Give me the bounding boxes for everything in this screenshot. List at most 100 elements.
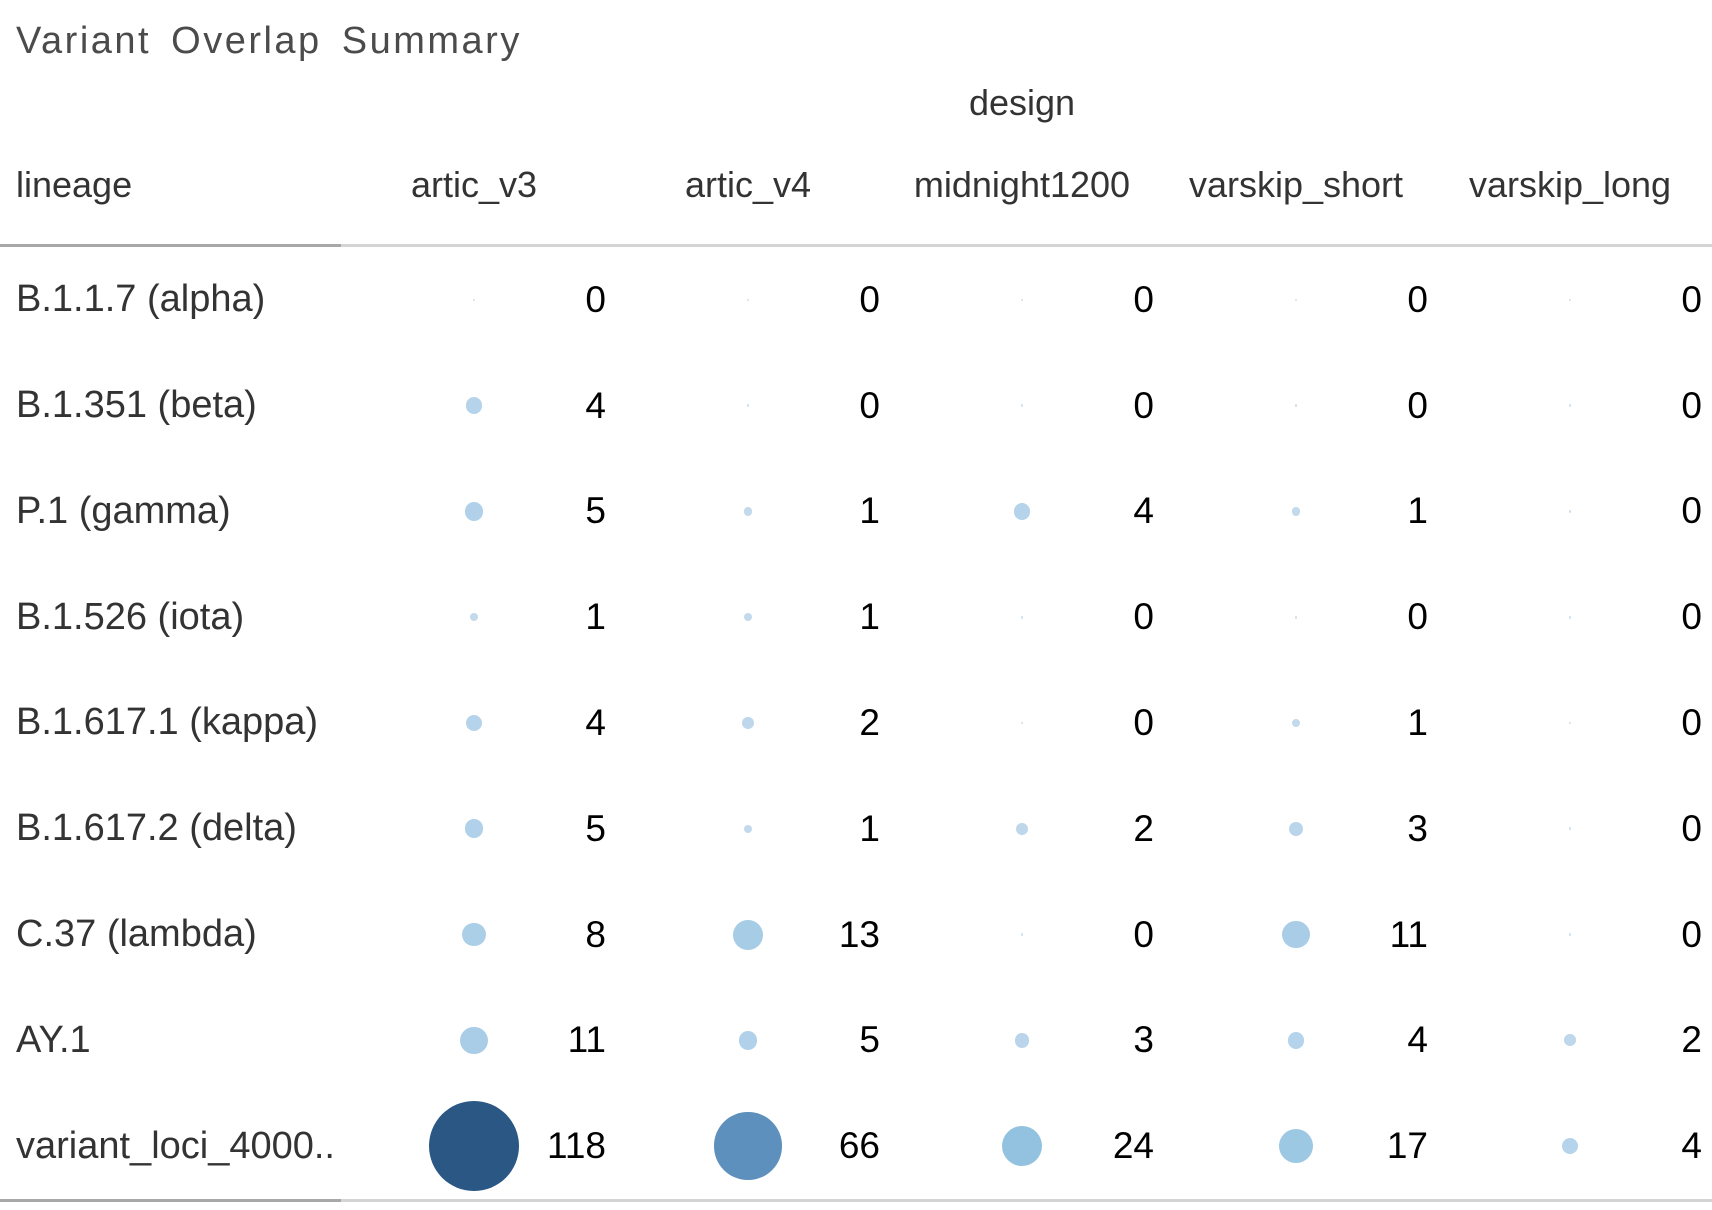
bubble-mark[interactable] xyxy=(746,404,750,407)
bubble-mark[interactable] xyxy=(464,819,484,839)
bubble-mark[interactable] xyxy=(462,922,486,947)
value-label: 4 xyxy=(1681,1125,1702,1167)
bubble-mark[interactable] xyxy=(465,397,483,414)
bubble-mark[interactable] xyxy=(1568,933,1572,936)
bubble-mark[interactable] xyxy=(1568,404,1572,407)
bubble-mark[interactable] xyxy=(1568,827,1572,831)
table-row: B.1.617.1 (kappa) 4 2 0 1 0 xyxy=(0,670,1712,776)
bubble-mark[interactable] xyxy=(738,1031,758,1050)
value-label: 0 xyxy=(1407,384,1428,426)
value-label: 0 xyxy=(1133,384,1154,426)
bubble-mark[interactable] xyxy=(1013,503,1031,520)
bubble-mark[interactable] xyxy=(1568,615,1572,619)
bubble-mark[interactable] xyxy=(1282,920,1310,949)
value-label: 0 xyxy=(1681,913,1702,955)
bubble-mark[interactable] xyxy=(1278,1128,1314,1164)
value-label: 2 xyxy=(1681,1019,1702,1061)
value-label: 0 xyxy=(1681,701,1702,743)
bubble-mark[interactable] xyxy=(472,298,476,302)
column-header-midnight1200[interactable]: midnight1200 xyxy=(913,164,1131,205)
bubble-mark[interactable] xyxy=(743,507,753,516)
row-header-label: lineage xyxy=(16,164,133,205)
bubble-mark[interactable] xyxy=(1020,298,1024,302)
value-label: 4 xyxy=(585,384,606,426)
bubble-mark[interactable] xyxy=(733,919,763,950)
value-label: 3 xyxy=(1133,1019,1154,1061)
bottom-divider-right xyxy=(341,1199,1712,1202)
bubble-mark[interactable] xyxy=(428,1101,520,1192)
value-label: 0 xyxy=(1133,596,1154,638)
bubble-mark[interactable] xyxy=(714,1112,782,1180)
row-label[interactable]: variant_loci_4000.. xyxy=(16,1124,335,1167)
bubble-mark[interactable] xyxy=(1016,822,1028,835)
value-label: 1 xyxy=(859,807,880,849)
bubble-mark[interactable] xyxy=(1294,615,1298,619)
table-row: B.1.351 (beta) 4 0 0 0 0 xyxy=(0,353,1712,459)
value-label: 0 xyxy=(1133,913,1154,955)
value-label: 0 xyxy=(1407,596,1428,638)
column-header-artic_v3[interactable]: artic_v3 xyxy=(410,164,538,205)
bubble-mark[interactable] xyxy=(743,824,753,833)
row-label[interactable]: B.1.351 (beta) xyxy=(16,384,257,427)
value-label: 66 xyxy=(838,1125,880,1167)
column-header-varskip_long[interactable]: varskip_long xyxy=(1468,164,1672,205)
bubble-mark[interactable] xyxy=(746,298,750,302)
value-label: 118 xyxy=(547,1125,606,1167)
value-label: 1 xyxy=(585,596,606,638)
value-label: 0 xyxy=(1133,278,1154,320)
value-label: 1 xyxy=(859,596,880,638)
bubble-mark[interactable] xyxy=(1020,404,1024,407)
bubble-mark[interactable] xyxy=(1568,298,1572,302)
value-label: 0 xyxy=(1133,701,1154,743)
value-label: 24 xyxy=(1112,1125,1154,1167)
row-label[interactable]: B.1.526 (iota) xyxy=(16,595,245,638)
table-row: B.1.526 (iota) 1 1 0 0 0 xyxy=(0,564,1712,670)
row-label[interactable]: B.1.617.1 (kappa) xyxy=(16,701,319,744)
row-label[interactable]: P.1 (gamma) xyxy=(16,489,231,532)
table-row: AY.1 11 5 3 4 2 xyxy=(0,987,1712,1093)
value-label: 0 xyxy=(585,278,606,320)
bubble-mark[interactable] xyxy=(1001,1125,1043,1167)
bubble-mark[interactable] xyxy=(1291,507,1301,516)
bubble-mark[interactable] xyxy=(1561,1137,1579,1155)
header-divider-left xyxy=(0,244,341,247)
bubble-mark[interactable] xyxy=(460,1026,488,1055)
value-label: 5 xyxy=(585,490,606,532)
bubble-mark[interactable] xyxy=(1568,510,1572,513)
value-label: 1 xyxy=(859,490,880,532)
bubble-mark[interactable] xyxy=(1288,821,1304,836)
row-label[interactable]: B.1.617.2 (delta) xyxy=(16,807,297,850)
value-label: 11 xyxy=(1389,913,1428,955)
bubble-mark[interactable] xyxy=(1568,721,1572,725)
bubble-mark[interactable] xyxy=(1287,1032,1305,1049)
bubble-mark[interactable] xyxy=(1294,298,1298,302)
column-group-label: design xyxy=(968,82,1076,123)
table-row: C.37 (lambda) 8 13 0 11 0 xyxy=(0,882,1712,988)
bubble-mark[interactable] xyxy=(1014,1033,1030,1048)
value-label: 0 xyxy=(1681,384,1702,426)
value-label: 11 xyxy=(567,1019,606,1061)
bubble-mark[interactable] xyxy=(1291,718,1301,728)
bottom-divider-left xyxy=(0,1199,341,1202)
column-header-varskip_short[interactable]: varskip_short xyxy=(1188,164,1404,205)
bubble-mark[interactable] xyxy=(743,613,753,622)
bubble-mark[interactable] xyxy=(469,613,479,622)
row-label[interactable]: AY.1 xyxy=(16,1018,91,1061)
bubble-mark[interactable] xyxy=(465,714,483,732)
header-divider-right xyxy=(341,244,1712,247)
column-header-artic_v4[interactable]: artic_v4 xyxy=(684,164,812,205)
bubble-mark[interactable] xyxy=(1020,721,1024,725)
bubble-mark[interactable] xyxy=(742,717,754,729)
bubble-mark[interactable] xyxy=(1020,933,1024,936)
row-label[interactable]: C.37 (lambda) xyxy=(16,913,257,956)
row-label[interactable]: B.1.1.7 (alpha) xyxy=(16,278,266,321)
value-label: 0 xyxy=(1407,278,1428,320)
bubble-mark[interactable] xyxy=(1564,1034,1576,1047)
bubble-mark[interactable] xyxy=(1020,615,1024,619)
value-label: 1 xyxy=(1407,701,1428,743)
value-label: 0 xyxy=(1681,278,1702,320)
value-label: 13 xyxy=(838,913,880,955)
table-row: B.1.617.2 (delta) 5 1 2 3 0 xyxy=(0,776,1712,882)
bubble-mark[interactable] xyxy=(464,502,484,521)
bubble-mark[interactable] xyxy=(1294,404,1298,407)
